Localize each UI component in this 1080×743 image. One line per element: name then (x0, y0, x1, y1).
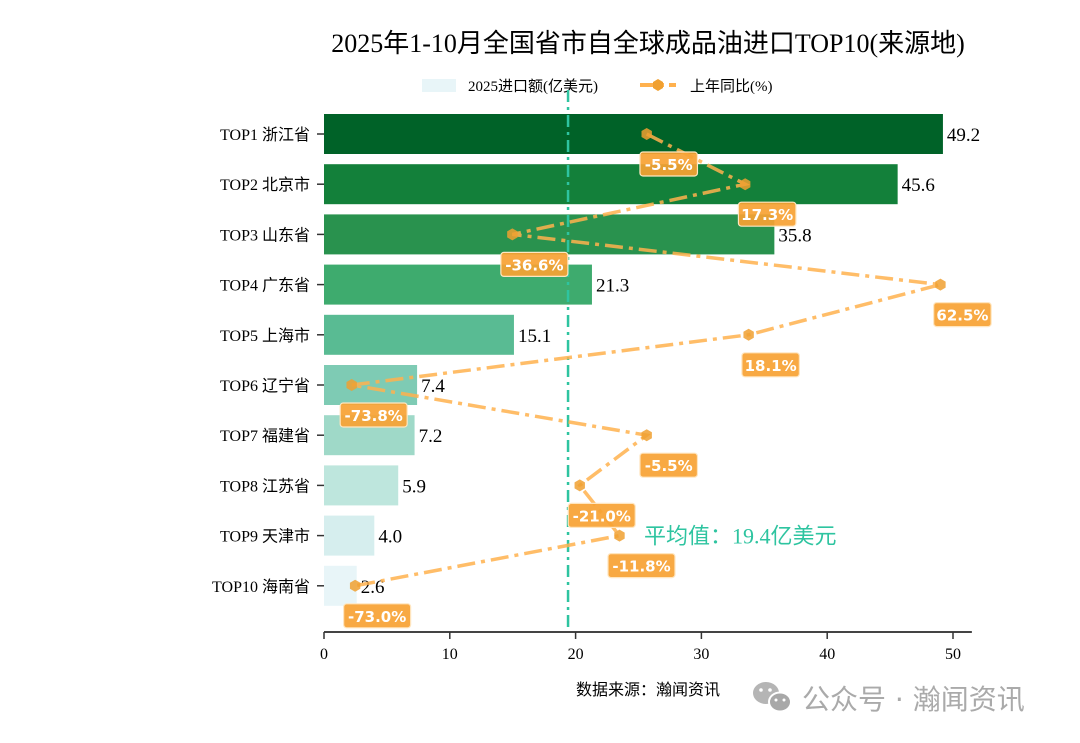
yoy-label-box (737, 201, 797, 227)
chart-title: 2025年1-10月全国省市自全球成品油进口TOP10(来源地) (331, 29, 965, 58)
yoy-marker (641, 429, 652, 442)
y-tick-label: TOP9 天津市 (220, 528, 310, 546)
yoy-label-box (741, 352, 800, 378)
yoy-marker (574, 479, 585, 492)
bar (324, 465, 399, 506)
y-tick-label: TOP6 辽宁省 (220, 377, 310, 395)
yoy-marker (346, 379, 357, 391)
x-tick-label: 0 (320, 646, 328, 663)
yoy-label-box (639, 452, 699, 478)
bar-value-label: 35.8 (778, 225, 811, 246)
yoy-value-label: -36.6% (505, 256, 563, 274)
x-tick-label: 30 (693, 646, 709, 663)
bar (324, 114, 943, 154)
x-tick-label: 20 (568, 646, 584, 663)
yoy-value-label: 17.3% (741, 206, 793, 224)
bar (324, 365, 418, 405)
yoy-value-label: -5.5% (645, 156, 693, 174)
yoy-label-box (339, 402, 408, 428)
yoy-value-label: -73.0% (348, 608, 406, 626)
legend-marker (653, 79, 663, 91)
bar-value-label: 7.2 (419, 426, 443, 447)
yoy-value-label: -5.5% (645, 457, 693, 475)
legend-line-label: 上年同比(%) (690, 78, 773, 95)
yoy-value-label: -11.8% (612, 558, 670, 576)
legend-bar-label: 2025进口额(亿美元) (468, 78, 598, 95)
legend-bar-swatch (422, 79, 456, 92)
bar (324, 214, 775, 255)
data-source: 数据来源：瀚闻资讯 (576, 681, 720, 699)
yoy-label-box (607, 552, 676, 579)
yoy-label-box (639, 151, 699, 177)
mean-line-label: 平均值：19.4亿美元 (644, 524, 837, 549)
bar (324, 164, 898, 205)
yoy-marker (935, 278, 946, 291)
yoy-marker (743, 328, 754, 341)
bar (324, 515, 375, 556)
y-tick-label: TOP5 上海市 (220, 327, 310, 345)
x-tick-label: 10 (442, 646, 458, 663)
yoy-value-label: -21.0% (573, 507, 631, 525)
y-tick-label: TOP7 福建省 (220, 427, 310, 445)
y-tick-label: TOP3 山东省 (220, 226, 310, 244)
bar-value-label: 5.9 (402, 476, 426, 497)
legend: 2025进口额(亿美元) 上年同比(%) (422, 78, 773, 95)
bar-value-label: 15.1 (518, 326, 551, 347)
yoy-marker (739, 178, 751, 191)
wechat-icon (753, 682, 792, 713)
bar-value-label: 45.6 (902, 175, 935, 196)
bar-value-label: 21.3 (596, 276, 629, 297)
yoy-marker (641, 128, 652, 140)
yoy-label-box (933, 302, 992, 328)
y-tick-label: TOP4 广东省 (220, 277, 310, 295)
yoy-value-label: 62.5% (936, 307, 988, 325)
x-tick-label: 40 (819, 646, 835, 663)
yoy-label-box (500, 251, 569, 277)
yoy-marker (614, 529, 625, 542)
bar (324, 314, 514, 355)
y-tick-label: TOP1 浙江省 (220, 126, 310, 144)
bar-value-label: 49.2 (947, 125, 980, 146)
yoy-value-label: -73.8% (345, 407, 403, 425)
x-tick-label: 50 (945, 646, 961, 663)
bar-value-label: 4.0 (378, 527, 402, 548)
watermark: 公众号 · 瀚闻资讯 (802, 683, 1025, 716)
yoy-marker (349, 579, 361, 592)
yoy-value-label: 18.1% (745, 357, 797, 375)
yoy-label-box (343, 603, 412, 629)
y-tick-label: TOP2 北京市 (220, 176, 310, 194)
y-tick-label: TOP10 海南省 (212, 578, 310, 596)
bar-value-label: 7.4 (421, 376, 445, 397)
yoy-label-box (567, 502, 636, 528)
yoy-marker (507, 228, 518, 241)
y-tick-label: TOP8 江苏省 (220, 477, 310, 495)
